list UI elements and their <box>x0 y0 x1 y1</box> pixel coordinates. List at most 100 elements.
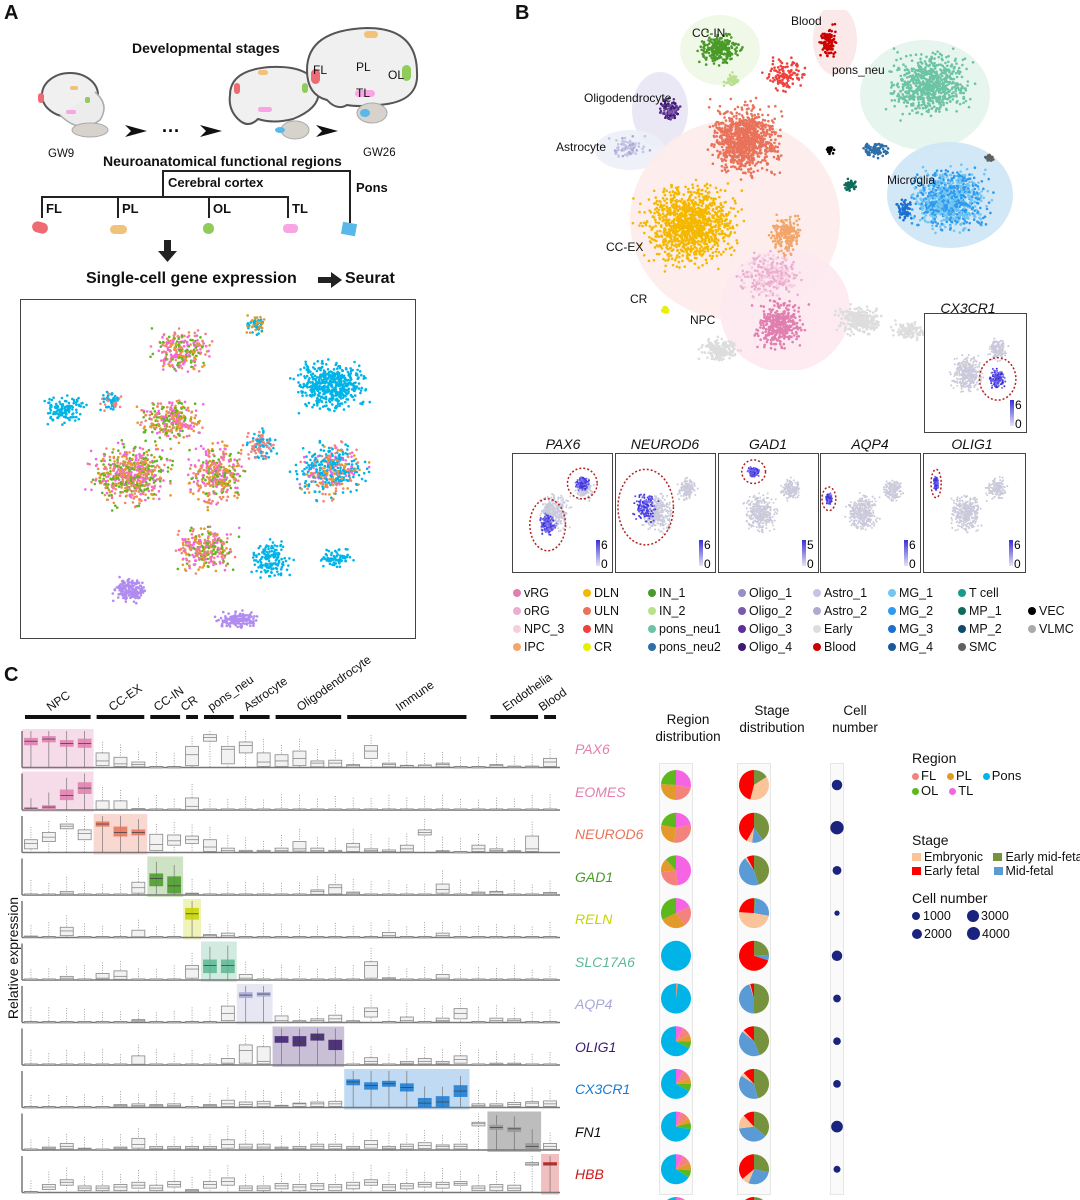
legend-label: Blood <box>824 640 856 654</box>
region-distribution-header: Region distribution <box>655 712 721 744</box>
legend-dot-icon <box>813 607 821 615</box>
panel-c-legend: Region FL PL Pons OL TL Stage Embryonic … <box>912 750 1080 941</box>
legend-dot-icon <box>813 643 821 651</box>
legend-dot-icon <box>888 625 896 633</box>
stage-start-label: GW9 <box>48 148 75 160</box>
legend-square-icon <box>912 853 921 861</box>
cluster-label-pons-neu: pons_neu <box>832 63 885 77</box>
gene-label: GAD1 <box>575 868 614 885</box>
legend-dot-icon <box>583 607 591 615</box>
legend-column: IN_1 IN_2 pons_neu1 pons_neu2 <box>648 584 738 656</box>
legend-square-icon <box>993 867 1003 875</box>
marker-gene-boxplots <box>21 729 560 1195</box>
cluster-label-blood: Blood <box>791 14 822 28</box>
legend-label: MP_1 <box>969 604 1002 618</box>
legend-column: MG_1 MG_2 MG_3 MG_4 <box>888 584 958 656</box>
legend-dot-icon <box>648 607 656 615</box>
region-legend-row-2: OL TL <box>912 783 1080 798</box>
legend-dot-icon <box>912 773 919 780</box>
legend-label: MN <box>594 622 614 636</box>
legend-dot-icon <box>583 625 591 633</box>
legend-dot-icon <box>738 607 746 615</box>
legend-label: ULN <box>594 604 620 618</box>
cluster-label-cc-ex: CC-EX <box>606 240 644 254</box>
pl-region-swatch <box>110 225 127 234</box>
legend-label: Oligo_3 <box>749 622 793 636</box>
stage-distribution-header: Stage distribution <box>739 703 805 735</box>
group-label: NPC <box>43 687 73 714</box>
brain-label-pl: PL <box>356 60 371 74</box>
cluster-legend: vRG oRG NPC_3 IPC DLN ULN MN CR IN_1 IN_2 pons_neu… <box>513 584 1080 656</box>
group-label: Oligodendrocyte <box>294 652 374 714</box>
cluster-label-astrocyte: Astrocyte <box>556 140 607 154</box>
legend-dot-icon <box>513 643 521 651</box>
gene-label: NEUROD6 <box>575 826 644 843</box>
arrow-icon <box>200 125 222 137</box>
feature-title-aqp4: AQP4 <box>851 436 889 452</box>
distribution-pies <box>660 770 844 1200</box>
gene-label: OLIG1 <box>575 1038 617 1055</box>
cluster-label-npc: NPC <box>690 313 716 327</box>
pons-label: Pons <box>356 180 388 195</box>
gene-label: FN1 <box>575 1123 602 1140</box>
legend-dot-icon <box>912 929 922 939</box>
legend-dot-icon <box>949 788 957 795</box>
legend-dot-icon <box>513 625 521 633</box>
legend-column: VEC VLMC <box>1028 584 1080 656</box>
legend-label: Oligo_4 <box>749 640 793 654</box>
legend-label: IPC <box>524 640 545 654</box>
gw26-brain-icon <box>305 26 419 124</box>
legend-dot-icon <box>982 773 990 780</box>
feature-title-cx3cr1: CX3CR1 <box>940 300 996 316</box>
cluster-label-cc-in: CC-IN <box>692 26 726 40</box>
cortex-label: Cerebral cortex <box>168 175 264 190</box>
legend-label: MG_4 <box>899 640 934 654</box>
panel-b-label: B <box>515 2 530 24</box>
legend-column: vRG oRG NPC_3 IPC <box>513 584 583 656</box>
gene-label: RELN <box>575 911 613 928</box>
svg-text:···: ··· <box>162 121 180 141</box>
legend-label: pons_neu2 <box>659 640 721 654</box>
legend-label: Early <box>824 622 853 636</box>
cluster-label-cr: CR <box>630 292 648 306</box>
legend-label: vRG <box>524 586 549 600</box>
legend-dot-icon <box>967 910 979 922</box>
legend-label: MP_2 <box>969 622 1002 636</box>
legend-dot-icon <box>813 625 821 633</box>
legend-dot-icon <box>738 589 746 597</box>
legend-label: IN_1 <box>659 586 686 600</box>
developmental-stages-title: Developmental stages <box>132 40 280 56</box>
mid-brain-icon <box>228 65 320 140</box>
legend-label: MG_1 <box>899 586 934 600</box>
legend-dot-icon <box>813 589 821 597</box>
legend-dot-icon <box>648 589 656 597</box>
region-tree-diagram <box>41 170 351 223</box>
gene-label: AQP4 <box>575 996 613 1013</box>
legend-dot-icon <box>648 643 656 651</box>
legend-dot-icon <box>912 788 919 795</box>
leaf-label-tl: TL <box>292 201 308 216</box>
legend-dot-icon <box>958 589 966 597</box>
legend-label: VLMC <box>1039 622 1074 636</box>
gene-label: SLC17A6 <box>575 953 635 970</box>
legend-dot-icon <box>583 589 591 597</box>
legend-label: NPC_3 <box>524 622 565 636</box>
brain-label-fl: FL <box>313 63 328 77</box>
leaf-label-fl: FL <box>46 201 62 216</box>
legend-label: Astro_2 <box>824 604 868 618</box>
legend-label: Oligo_1 <box>749 586 793 600</box>
cell-legend-title: Cell number <box>912 890 988 906</box>
legend-square-icon <box>993 853 1003 861</box>
legend-label: Oligo_2 <box>749 604 793 618</box>
legend-label: VEC <box>1039 604 1065 618</box>
arrow-icon <box>125 125 147 137</box>
legend-label: oRG <box>524 604 550 618</box>
cluster-tsne-plot <box>595 10 1013 370</box>
feature-title-olig1: OLIG1 <box>951 436 993 452</box>
feature-title-gad1: GAD1 <box>748 436 788 452</box>
brain-development-illustration: ··· <box>38 65 338 141</box>
down-arrow-icon <box>158 240 177 262</box>
legend-dot-icon <box>583 643 591 651</box>
stage-end-label: GW26 <box>363 147 396 159</box>
